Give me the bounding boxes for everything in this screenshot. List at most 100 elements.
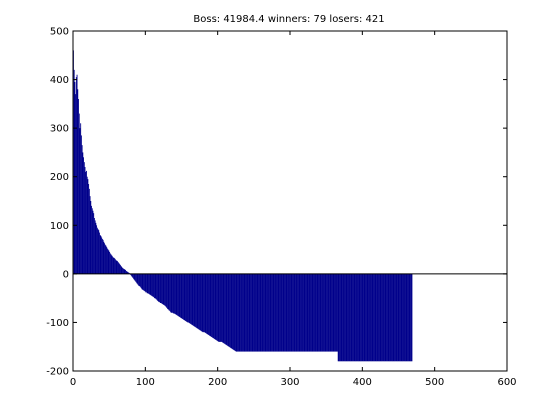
bar xyxy=(153,273,155,298)
bar xyxy=(208,273,210,336)
bar xyxy=(254,273,256,352)
bar xyxy=(388,273,390,362)
bar xyxy=(266,273,268,352)
bar xyxy=(409,273,411,362)
bar xyxy=(199,273,201,331)
bar xyxy=(174,273,176,314)
bar xyxy=(371,273,372,362)
bar xyxy=(185,273,186,321)
bar xyxy=(318,273,320,352)
x-tick-label: 100 xyxy=(136,377,155,388)
bar xyxy=(339,273,341,362)
bar xyxy=(182,273,184,320)
bar xyxy=(114,259,116,274)
bar xyxy=(114,258,116,274)
bar xyxy=(253,273,255,352)
bar xyxy=(148,273,150,295)
bar xyxy=(305,273,307,352)
x-tick-label: 500 xyxy=(425,377,444,388)
bar xyxy=(190,273,192,324)
bar xyxy=(304,273,306,352)
bar xyxy=(120,265,121,274)
bar xyxy=(165,273,167,307)
bar xyxy=(91,205,92,274)
bars-group xyxy=(73,50,413,362)
bar xyxy=(348,273,350,362)
bar xyxy=(398,273,400,362)
bar xyxy=(78,113,80,274)
bar xyxy=(401,273,403,362)
bar xyxy=(152,273,154,297)
bar xyxy=(78,99,79,274)
bar xyxy=(303,273,305,352)
bar xyxy=(211,273,213,337)
bar xyxy=(216,273,218,341)
bar xyxy=(403,273,405,362)
bar xyxy=(351,273,353,362)
bar xyxy=(201,273,203,332)
bar xyxy=(90,201,92,274)
bar xyxy=(112,256,113,274)
bar xyxy=(119,264,121,274)
bar xyxy=(240,273,242,352)
bar xyxy=(99,232,100,274)
bar xyxy=(183,273,185,320)
bar xyxy=(273,273,275,352)
bar xyxy=(161,273,163,304)
bar xyxy=(292,273,294,352)
bar xyxy=(386,273,388,362)
bar xyxy=(239,273,241,352)
bar xyxy=(81,145,83,274)
bar xyxy=(208,273,210,336)
bar xyxy=(379,273,381,362)
bar xyxy=(292,273,294,352)
bar xyxy=(155,273,157,300)
bar xyxy=(302,273,304,352)
bar xyxy=(188,273,190,323)
bar xyxy=(231,273,233,349)
bar xyxy=(154,273,156,299)
bar xyxy=(166,273,168,308)
bar xyxy=(347,273,349,362)
bar xyxy=(146,273,147,293)
bar xyxy=(248,273,250,352)
bar xyxy=(377,273,379,362)
bar xyxy=(361,273,363,362)
bar xyxy=(341,273,343,362)
bar xyxy=(291,273,293,352)
bar xyxy=(193,273,194,326)
bar xyxy=(160,273,162,303)
bar xyxy=(185,273,187,322)
bar xyxy=(168,273,170,311)
bar xyxy=(265,273,267,352)
bar xyxy=(385,273,387,362)
bar xyxy=(290,273,291,352)
bar xyxy=(383,273,385,362)
bar xyxy=(95,222,97,274)
bar xyxy=(233,273,235,351)
x-tick-label: 600 xyxy=(497,377,516,388)
bar xyxy=(223,273,225,344)
bar xyxy=(318,273,320,352)
bar xyxy=(236,273,238,352)
bar xyxy=(336,273,338,352)
bar xyxy=(331,273,333,352)
bar xyxy=(120,266,122,274)
bar xyxy=(227,273,229,347)
bar xyxy=(92,210,94,274)
bar xyxy=(314,273,316,352)
bar xyxy=(157,273,159,302)
bar xyxy=(142,273,144,290)
bar xyxy=(387,273,389,362)
bar xyxy=(334,273,336,352)
bar xyxy=(399,273,401,362)
bar xyxy=(143,273,145,291)
bar xyxy=(96,225,98,274)
bar xyxy=(179,273,181,318)
bar xyxy=(275,273,277,352)
bar xyxy=(125,270,127,274)
bar xyxy=(386,273,388,362)
bar xyxy=(140,273,142,289)
y-tick-label: 500 xyxy=(50,27,69,38)
